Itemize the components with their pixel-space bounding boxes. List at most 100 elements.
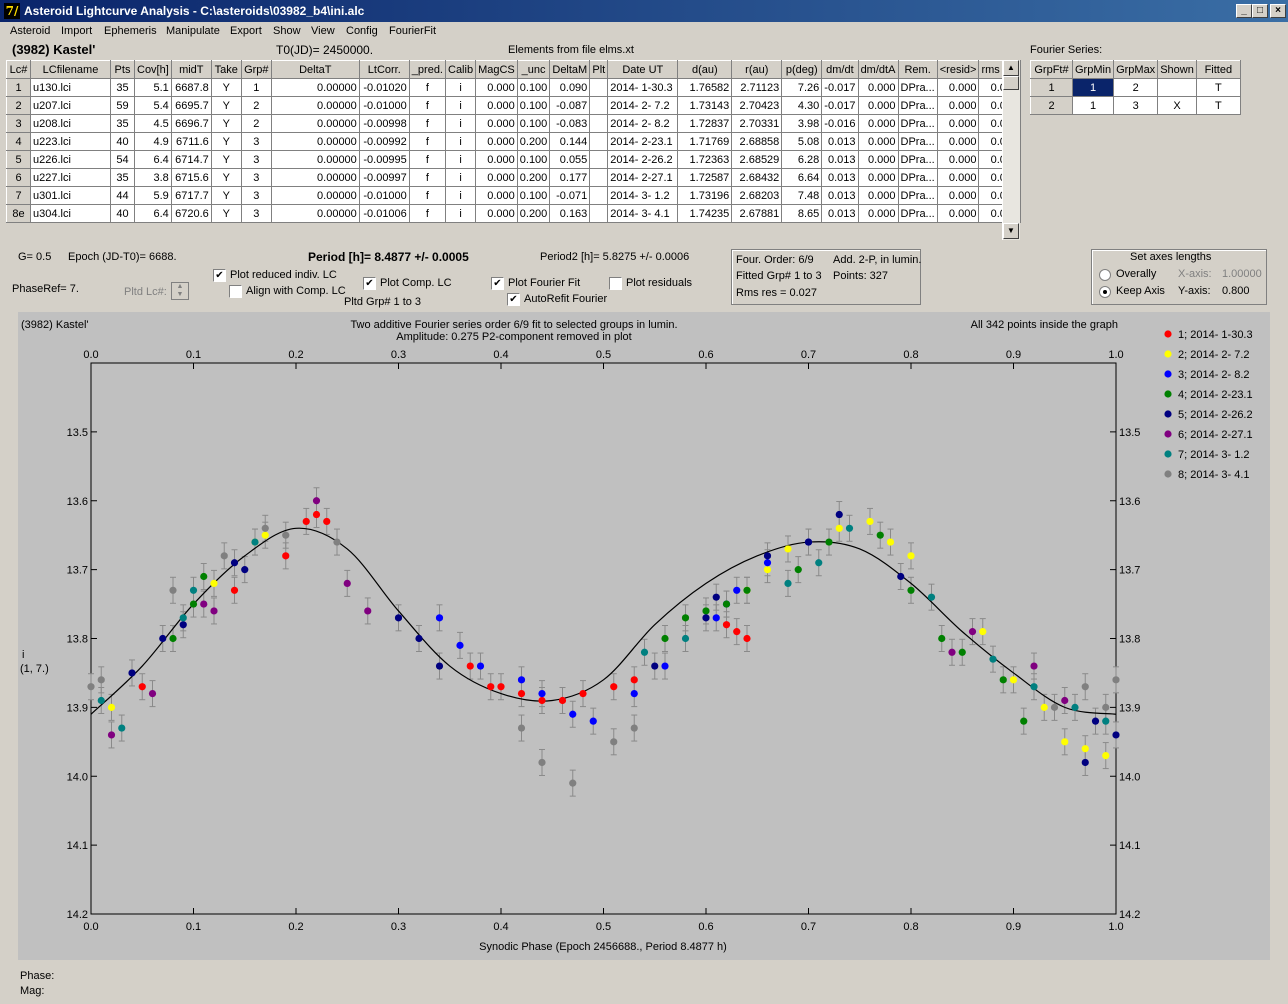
table-cell[interactable]: 2014- 2- 7.2: [607, 96, 679, 115]
table-cell[interactable]: Y: [210, 96, 242, 115]
table-cell[interactable]: 2: [240, 96, 272, 115]
scroll-up-icon[interactable]: ▲: [1003, 60, 1019, 76]
table-row[interactable]: 7 u301.lci 44 5.9 6717.7 Y 3 0.00000 -0.01000 f i 0…: [6, 186, 1022, 205]
table-row[interactable]: 3 u208.lci 35 4.5 6696.7 Y 2 0.00000 -0.00998 f i 0…: [6, 114, 1022, 133]
table-cell[interactable]: DPra...: [897, 150, 938, 169]
table-cell[interactable]: f: [408, 150, 447, 169]
table-cell[interactable]: 0.00000: [270, 78, 360, 97]
table-cell[interactable]: 1.73196: [677, 186, 733, 205]
table-cell[interactable]: 0.00000: [270, 150, 360, 169]
table-cell[interactable]: 0.000: [857, 132, 899, 151]
plot-residuals-checkbox[interactable]: [609, 277, 622, 290]
table-cell[interactable]: 0.000: [936, 204, 980, 223]
column-header[interactable]: Pts: [110, 60, 135, 79]
table-cell[interactable]: DPra...: [897, 186, 938, 205]
table-cell[interactable]: -0.01020: [358, 78, 410, 97]
autorefit-checkbox[interactable]: [507, 293, 520, 306]
table-cell[interactable]: 2014- 3- 1.2: [607, 186, 679, 205]
table-cell[interactable]: 1.72837: [677, 114, 733, 133]
menu-config[interactable]: Config: [346, 25, 378, 37]
plot-reduced-checkbox[interactable]: [213, 269, 226, 282]
column-header[interactable]: _unc: [516, 60, 551, 79]
table-cell[interactable]: Y: [210, 150, 242, 169]
table-cell[interactable]: 2: [240, 114, 272, 133]
table-cell[interactable]: i: [444, 186, 477, 205]
table-cell[interactable]: 0.090: [549, 78, 591, 97]
table-cell[interactable]: -0.00997: [358, 168, 410, 187]
table-cell[interactable]: 0.000: [936, 132, 980, 151]
table-cell[interactable]: 2014- 2-26.2: [607, 150, 679, 169]
table-cell[interactable]: 0.000: [857, 186, 899, 205]
table-row[interactable]: 1 u130.lci 35 5.1 6687.8 Y 1 0.00000 -0.01020 f i 0…: [6, 78, 1022, 97]
table-cell[interactable]: -0.01000: [358, 96, 410, 115]
table-cell[interactable]: 2.70331: [731, 114, 783, 133]
table-cell[interactable]: 0.013: [821, 204, 859, 223]
fourier-cell[interactable]: 1: [1071, 78, 1115, 97]
table-row[interactable]: 2 u207.lci 59 5.4 6695.7 Y 2 0.00000 -0.01000 f i 0…: [6, 96, 1022, 115]
fourier-cell[interactable]: T: [1195, 96, 1241, 115]
menu-manipulate[interactable]: Manipulate: [166, 25, 220, 37]
table-cell[interactable]: u226.lci: [30, 150, 111, 169]
column-header[interactable]: d(au): [677, 60, 733, 79]
table-cell[interactable]: 0.013: [821, 186, 859, 205]
table-cell[interactable]: 5.08: [781, 132, 823, 151]
table-cell[interactable]: [589, 78, 609, 97]
table-cell[interactable]: DPra...: [897, 132, 938, 151]
column-header[interactable]: DeltaM: [549, 60, 591, 79]
table-cell[interactable]: 0.100: [516, 78, 551, 97]
menu-ephemeris[interactable]: Ephemeris: [104, 25, 157, 37]
table-cell[interactable]: 0.013: [821, 150, 859, 169]
row-header[interactable]: 3: [6, 114, 31, 133]
column-header[interactable]: dm/dtA: [857, 60, 899, 79]
table-cell[interactable]: 3: [240, 204, 272, 223]
table-cell[interactable]: Y: [210, 114, 242, 133]
table-cell[interactable]: 0.200: [516, 132, 551, 151]
table-cell[interactable]: 6715.6: [170, 168, 212, 187]
table-cell[interactable]: 40: [110, 132, 135, 151]
table-cell[interactable]: 3: [240, 186, 272, 205]
table-cell[interactable]: 0.000: [936, 186, 980, 205]
table-cell[interactable]: 3: [240, 132, 272, 151]
table-cell[interactable]: 1.72587: [677, 168, 733, 187]
table-cell[interactable]: 1: [240, 78, 272, 97]
pltd-lc-spinner[interactable]: ▲ ▼: [171, 282, 189, 300]
table-cell[interactable]: 0.000: [857, 96, 899, 115]
table-cell[interactable]: Y: [210, 186, 242, 205]
table-cell[interactable]: 3.8: [134, 168, 172, 187]
fourier-cell[interactable]: T: [1195, 78, 1241, 97]
column-header[interactable]: <resid>: [936, 60, 980, 79]
table-cell[interactable]: -0.083: [549, 114, 591, 133]
table-cell[interactable]: 2.70423: [731, 96, 783, 115]
fourier-cell[interactable]: 3: [1113, 96, 1159, 115]
table-cell[interactable]: 0.000: [936, 96, 980, 115]
table-cell[interactable]: 35: [110, 168, 135, 187]
table-cell[interactable]: i: [444, 150, 477, 169]
table-cell[interactable]: 35: [110, 114, 135, 133]
table-cell[interactable]: [589, 204, 609, 223]
row-header[interactable]: 5: [6, 150, 31, 169]
table-cell[interactable]: 2.68529: [731, 150, 783, 169]
table-cell[interactable]: f: [408, 204, 447, 223]
table-cell[interactable]: u208.lci: [30, 114, 111, 133]
table-cell[interactable]: [589, 186, 609, 205]
column-header[interactable]: r(au): [731, 60, 783, 79]
table-cell[interactable]: u223.lci: [30, 132, 111, 151]
table-cell[interactable]: -0.01000: [358, 186, 410, 205]
minimize-button[interactable]: _: [1236, 4, 1252, 18]
table-scrollbar[interactable]: ▲ ▼: [1002, 60, 1020, 240]
table-cell[interactable]: 4.9: [134, 132, 172, 151]
table-cell[interactable]: 0.144: [549, 132, 591, 151]
row-header[interactable]: 2: [6, 96, 31, 115]
table-cell[interactable]: [589, 114, 609, 133]
table-cell[interactable]: 0.00000: [270, 132, 360, 151]
table-cell[interactable]: i: [444, 114, 477, 133]
column-header[interactable]: Calib: [444, 60, 477, 79]
align-comp-checkbox[interactable]: [229, 285, 242, 298]
table-cell[interactable]: -0.016: [821, 114, 859, 133]
table-cell[interactable]: Y: [210, 204, 242, 223]
table-cell[interactable]: 0.200: [516, 168, 551, 187]
table-cell[interactable]: 0.000: [475, 186, 518, 205]
table-cell[interactable]: Y: [210, 132, 242, 151]
table-cell[interactable]: 1.72363: [677, 150, 733, 169]
table-cell[interactable]: 6695.7: [170, 96, 212, 115]
